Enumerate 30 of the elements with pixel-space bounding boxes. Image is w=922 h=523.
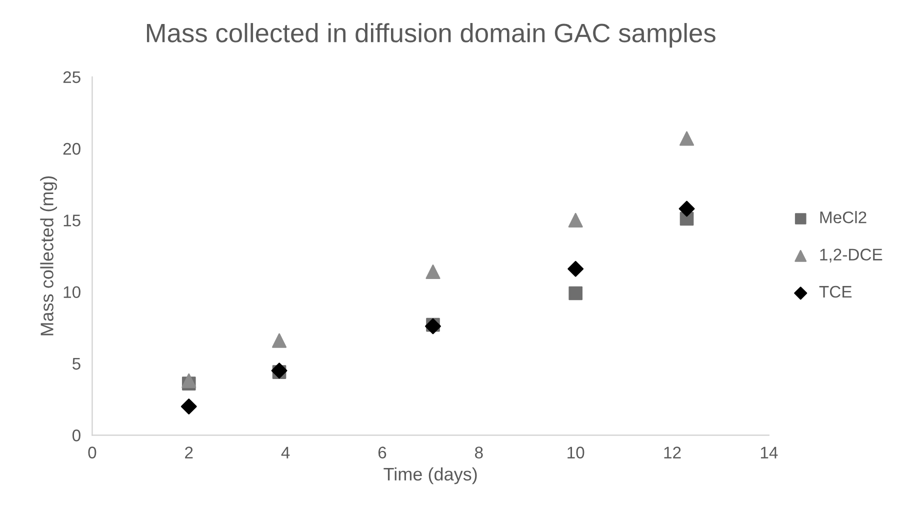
x-tick-label: 8	[475, 446, 483, 458]
point	[568, 260, 584, 277]
x-tick-label: 4	[281, 446, 290, 458]
x-tick-label: 6	[378, 446, 386, 458]
point	[180, 398, 197, 414]
y-tick-label: 5	[72, 358, 80, 370]
y-tick-label: 25	[63, 71, 80, 84]
x-tick-label: 14	[760, 446, 778, 458]
y-axis-title: Mass collected (mg)	[40, 176, 57, 336]
y-tick-label: 10	[64, 286, 80, 298]
legend-label: 1,2-DCE	[820, 248, 882, 262]
point	[679, 131, 694, 146]
x-axis-title: Time (days)	[384, 467, 477, 484]
x-tick-label: 10	[568, 446, 584, 458]
legend-label: TCE	[819, 286, 852, 298]
point	[425, 318, 441, 334]
chart-title: Mass collected in diffusion domain GAC samples	[146, 23, 716, 48]
point	[568, 286, 582, 300]
point	[568, 212, 583, 228]
point	[272, 333, 287, 348]
y-tick-label: 0	[72, 430, 80, 442]
y-tick-label: 20	[63, 142, 80, 155]
y-tick-label: 15	[64, 214, 80, 226]
x-tick-label: 0	[88, 446, 96, 458]
point	[426, 264, 440, 280]
point	[182, 373, 196, 388]
x-tick-label: 12	[664, 446, 681, 458]
x-tick-label: 2	[185, 446, 193, 458]
point	[678, 200, 695, 217]
legend-label: MeCl2	[820, 211, 866, 224]
